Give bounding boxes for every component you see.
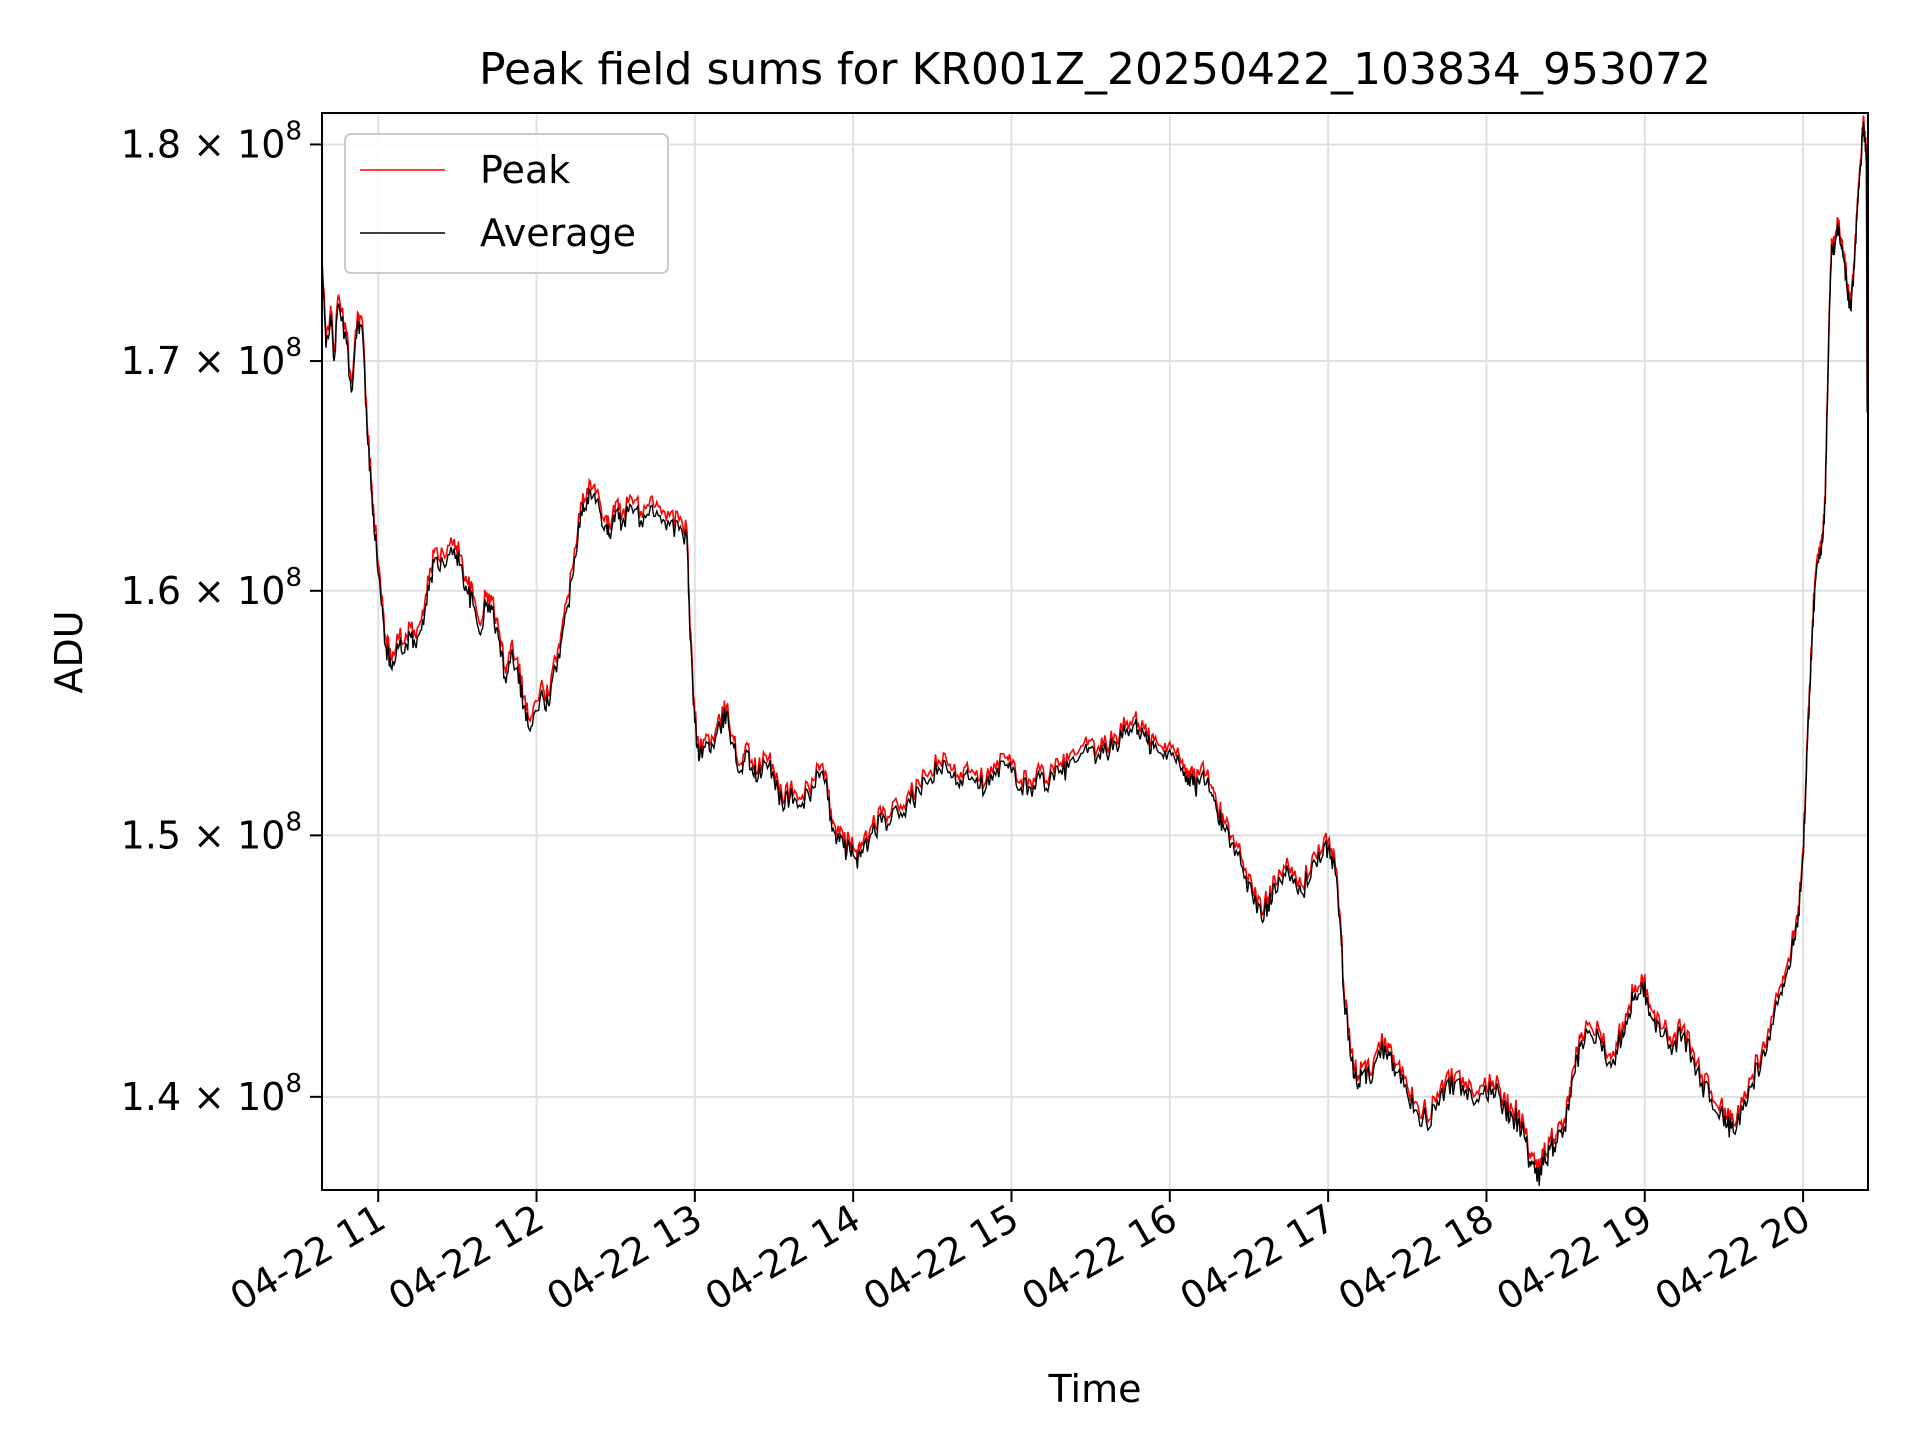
chart-title: Peak field sums for KR001Z_20250422_1038… <box>479 44 1711 95</box>
y-axis-ticks: 1.4 × 108 1.5 × 108 1.6 × 108 1.7 × 108 1.8 … <box>121 116 322 1119</box>
plot-frame <box>321 112 1869 1191</box>
series-line-average <box>322 121 1868 1186</box>
x-axis-label: Time <box>1048 1367 1142 1411</box>
legend-label-average: Average <box>480 211 636 255</box>
y-tick-label: 1.4 × 108 <box>121 1069 302 1119</box>
y-tick-label: 1.5 × 108 <box>121 807 302 857</box>
legend-label-peak: Peak <box>480 148 570 192</box>
grid-lines <box>322 113 1868 1190</box>
y-axis-label: ADU <box>47 610 91 693</box>
legend-box <box>344 133 669 274</box>
legend: Peak Average <box>344 133 669 274</box>
y-tick-label: 1.6 × 108 <box>121 563 302 613</box>
y-tick-label: 1.8 × 108 <box>121 116 302 166</box>
y-tick-label: 1.7 × 108 <box>121 333 302 383</box>
series-layer <box>322 115 1868 1186</box>
series-line-peak <box>322 115 1868 1178</box>
